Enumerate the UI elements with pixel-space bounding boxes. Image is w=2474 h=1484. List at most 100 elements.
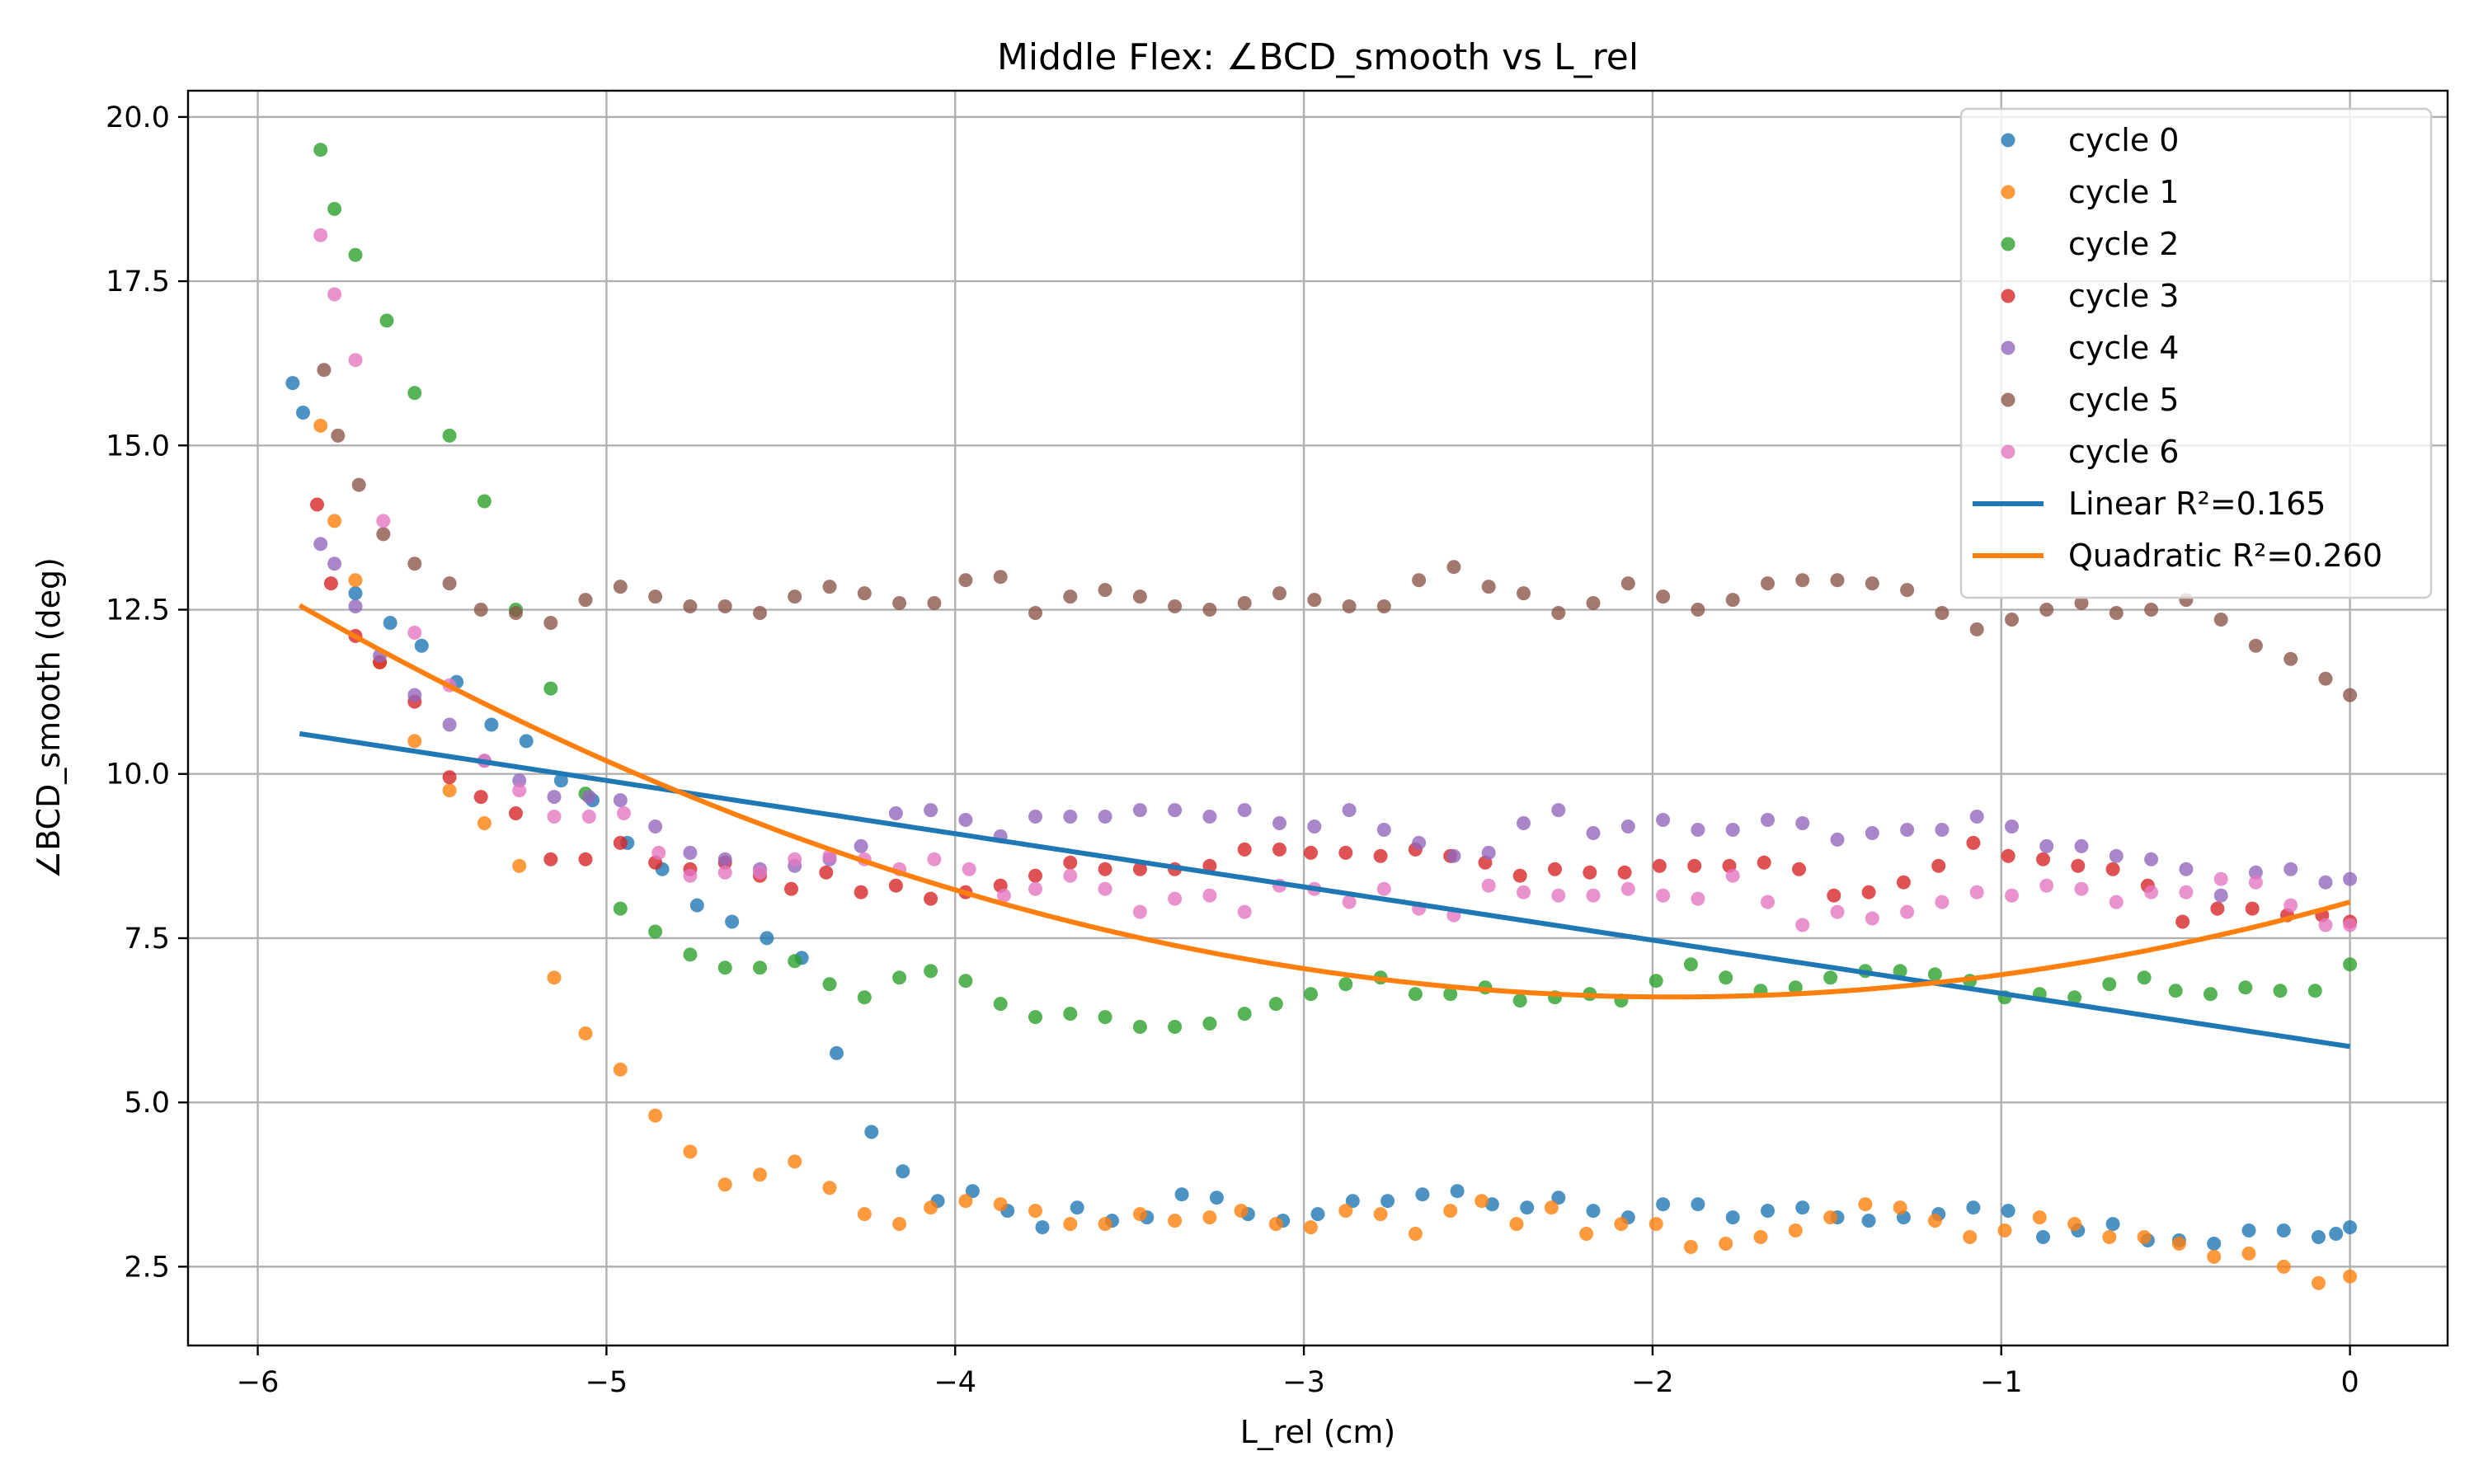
data-point <box>1725 823 1740 837</box>
data-point <box>1823 970 1838 985</box>
data-point <box>1063 1007 1078 1021</box>
data-point <box>1649 974 1663 989</box>
data-point <box>543 681 558 696</box>
data-point <box>1865 826 1879 840</box>
data-point <box>1830 573 1845 588</box>
y-tick-label: 20.0 <box>106 101 170 134</box>
data-point <box>1304 987 1318 1002</box>
data-point <box>1931 858 1946 873</box>
y-tick-label: 17.5 <box>106 265 170 298</box>
data-point <box>648 589 663 604</box>
data-point <box>2071 858 2086 873</box>
data-point <box>2343 918 2358 932</box>
data-point <box>2039 603 2054 617</box>
y-tick-label: 10.0 <box>106 758 170 791</box>
data-point <box>2067 990 2082 1005</box>
y-tick-label: 7.5 <box>124 923 170 956</box>
data-point <box>1237 596 1252 610</box>
data-point <box>1028 1204 1042 1219</box>
data-point <box>2343 688 2358 702</box>
data-point <box>958 813 973 827</box>
data-point <box>547 970 562 985</box>
data-point <box>1209 1190 1224 1205</box>
data-point <box>1969 810 1984 824</box>
data-point <box>1237 904 1252 919</box>
data-point <box>888 806 903 820</box>
data-point <box>1927 1214 1942 1228</box>
data-point <box>924 1200 938 1215</box>
data-point <box>1865 911 1879 926</box>
data-point <box>2213 613 2228 627</box>
data-point <box>1412 573 1427 588</box>
data-point <box>2109 606 2124 620</box>
data-point <box>1237 803 1252 818</box>
data-point <box>2307 984 2322 998</box>
data-point <box>1691 823 1705 837</box>
data-point <box>512 773 527 788</box>
data-point <box>1132 1020 1147 1034</box>
x-tick-label: 0 <box>2340 1366 2359 1399</box>
data-point <box>892 1217 907 1232</box>
data-point <box>2248 638 2263 653</box>
data-point <box>1997 1223 2012 1237</box>
data-point <box>1234 1204 1249 1219</box>
data-point <box>613 580 628 594</box>
data-point <box>1617 865 1632 880</box>
data-point <box>442 576 457 591</box>
data-point <box>509 806 523 820</box>
data-point <box>2175 914 2190 929</box>
data-point <box>1795 573 1810 588</box>
data-point <box>2238 980 2253 995</box>
data-point <box>617 806 631 820</box>
series-cycle-2 <box>313 143 2358 1034</box>
data-point <box>1761 1204 1775 1219</box>
data-point <box>1446 560 1461 575</box>
data-point <box>1098 862 1112 876</box>
data-point <box>2032 1210 2047 1225</box>
data-point <box>1202 888 1217 903</box>
data-point <box>1900 904 1915 919</box>
data-point <box>1795 918 1810 932</box>
data-point <box>1900 583 1915 598</box>
data-point <box>1795 1200 1810 1215</box>
data-point <box>784 881 798 896</box>
legend-label: Linear R²=0.165 <box>2068 486 2326 522</box>
data-point <box>993 997 1008 1012</box>
data-point <box>1342 599 1357 613</box>
data-point <box>788 589 802 604</box>
data-point <box>1408 987 1423 1002</box>
data-point <box>1376 881 1391 896</box>
data-point <box>689 898 704 913</box>
series-cycle-1 <box>313 418 2358 1290</box>
data-point <box>1237 1007 1252 1021</box>
data-point <box>1338 977 1353 992</box>
data-point <box>892 596 907 610</box>
data-point <box>1656 813 1671 827</box>
data-point <box>613 793 628 808</box>
data-point <box>927 596 942 610</box>
data-point <box>512 858 527 873</box>
data-point <box>581 810 596 824</box>
data-point <box>2284 862 2298 876</box>
data-point <box>1168 1214 1183 1228</box>
data-point <box>1551 606 1566 620</box>
data-point <box>2273 984 2288 998</box>
data-point <box>958 1194 973 1209</box>
data-point <box>2245 901 2260 916</box>
data-point <box>1307 819 1322 834</box>
data-point <box>2284 898 2298 913</box>
data-point <box>1792 862 1806 876</box>
data-point <box>1649 1217 1663 1232</box>
data-point <box>717 599 732 613</box>
data-point <box>613 1062 628 1077</box>
data-point <box>376 514 391 528</box>
legend-label: cycle 1 <box>2068 174 2179 210</box>
data-point <box>2318 671 2333 686</box>
data-point <box>2144 852 2159 866</box>
data-point <box>1063 855 1078 870</box>
data-point <box>1761 813 1775 827</box>
data-point <box>1865 576 1879 591</box>
data-point <box>1132 904 1147 919</box>
legend-label: cycle 0 <box>2068 122 2179 158</box>
data-point <box>717 865 732 880</box>
